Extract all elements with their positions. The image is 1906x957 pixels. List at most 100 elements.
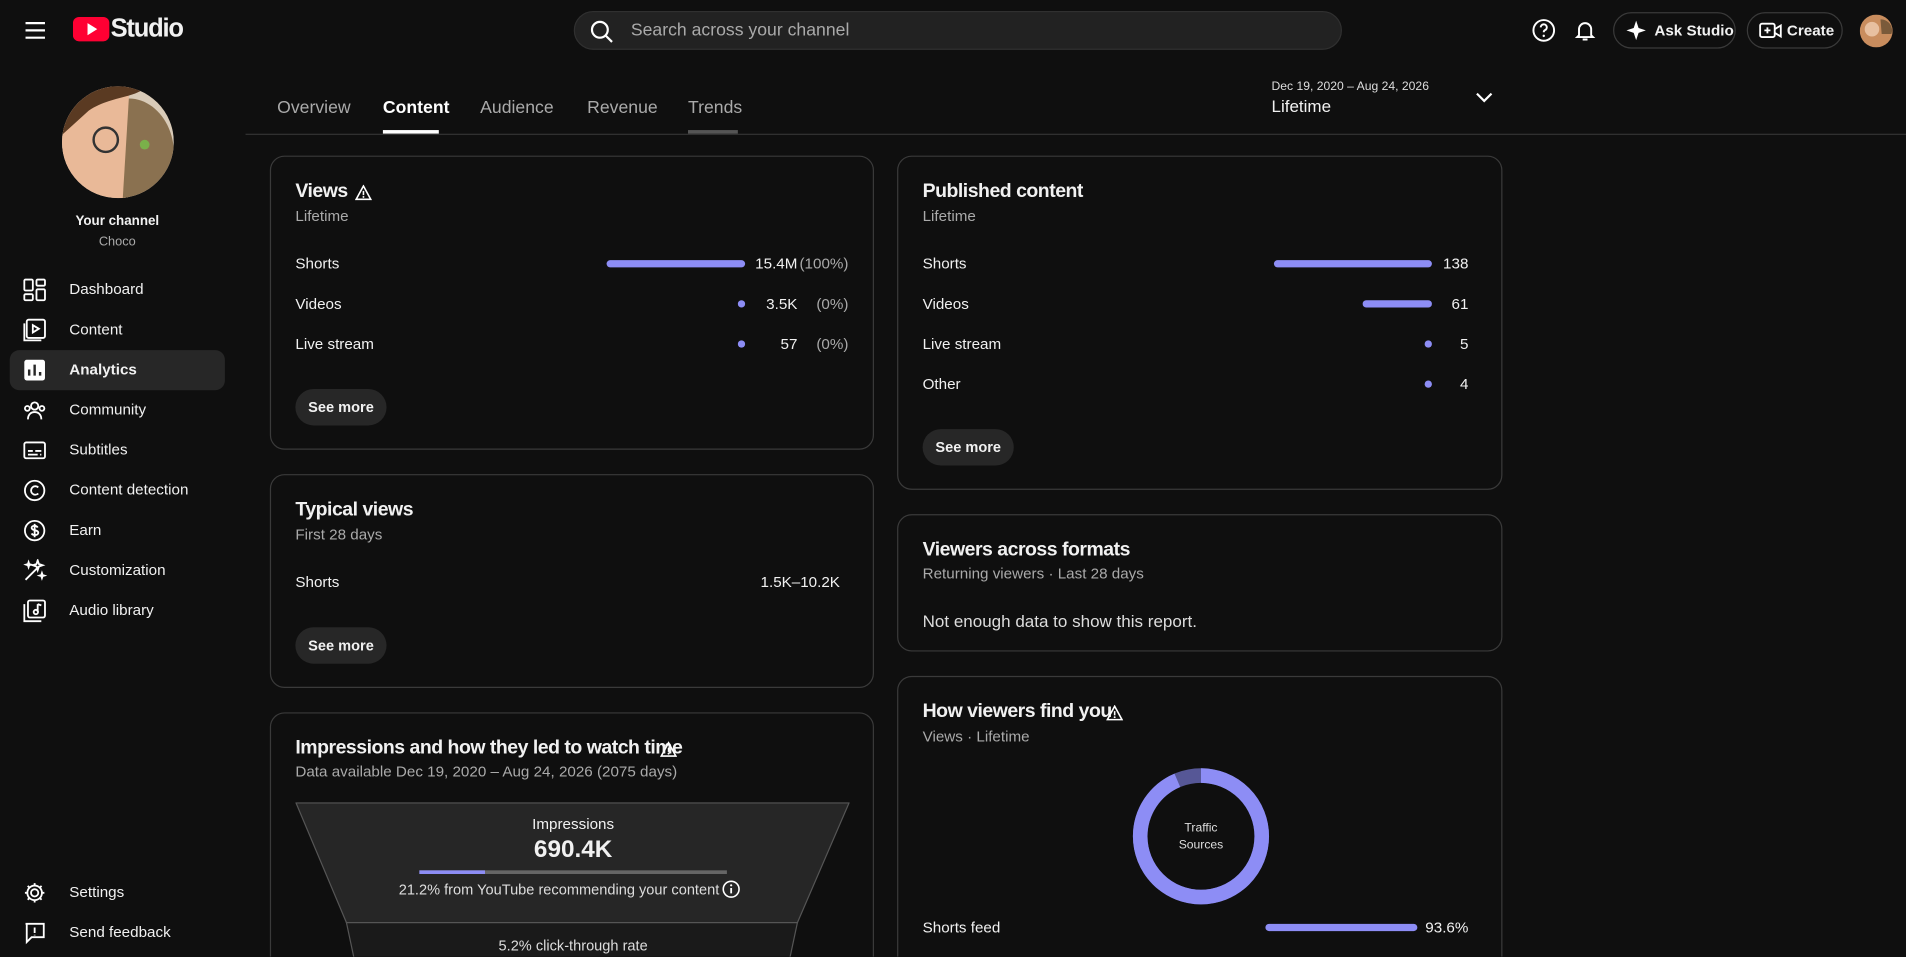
warning-icon[interactable] <box>660 741 678 757</box>
row-value: 138 <box>1443 255 1469 273</box>
see-more-button[interactable]: See more <box>295 627 387 664</box>
nav-item[interactable]: Analytics <box>9 349 225 390</box>
nav-label: Dashboard <box>69 280 144 298</box>
impressions-card: Impressions and how they led to watch ti… <box>269 712 874 957</box>
views-bar <box>737 300 746 308</box>
metric-label: Impressions <box>532 815 615 833</box>
nav-icon <box>24 359 45 380</box>
nav-label: Settings <box>69 883 125 901</box>
sparkle-icon <box>1626 20 1646 41</box>
nav-icon <box>24 400 46 419</box>
row-value: 57 <box>780 335 798 353</box>
recommended-bar <box>419 870 485 874</box>
nav-icon <box>25 922 45 944</box>
bar-area <box>1273 260 1432 268</box>
nav-item[interactable]: Content detection <box>10 470 225 510</box>
date-dropdown-icon[interactable] <box>1476 91 1493 103</box>
ask-studio-button[interactable]: Ask Studio <box>1613 12 1736 49</box>
nav-icon <box>24 882 45 902</box>
nav-item[interactable]: Subtitles <box>10 430 225 470</box>
views-row: Shorts 15.4M (100%) <box>295 244 872 284</box>
nav-label: Customization <box>69 560 166 578</box>
published-bar <box>1424 340 1432 348</box>
nav-item[interactable]: Dashboard <box>10 269 225 309</box>
card-subtitle: Returning viewers · Last 28 days <box>922 565 1144 583</box>
warning-icon[interactable] <box>1106 705 1124 721</box>
logo-text[interactable]: Studio <box>110 14 184 43</box>
nav-item[interactable]: Audio library <box>10 590 225 630</box>
published-bar <box>1273 260 1432 268</box>
nav-label: Subtitles <box>69 440 128 458</box>
row-share: (100%) <box>799 255 849 273</box>
bar-area <box>607 340 746 348</box>
nav-item[interactable]: Send feedback <box>10 912 225 952</box>
menu-icon[interactable] <box>24 19 46 41</box>
channel-avatar[interactable] <box>61 86 174 199</box>
typical-views-card: Typical views First 28 days Shorts 1.5K–… <box>269 474 874 689</box>
published-row: Live stream 5 <box>923 325 1502 365</box>
search-box[interactable]: Search across your channel <box>573 10 1342 50</box>
date-range[interactable]: Dec 19, 2020 – Aug 24, 2026 <box>1271 80 1429 94</box>
recommended-track <box>419 870 727 874</box>
funnel <box>295 802 850 957</box>
card-subtitle: Data available Dec 19, 2020 – Aug 24, 20… <box>295 763 678 781</box>
row-value: 4 <box>1459 375 1469 393</box>
help-icon[interactable] <box>1532 18 1556 42</box>
row-value: 5 <box>1459 335 1469 353</box>
tab[interactable]: Revenue <box>587 98 658 118</box>
published-bar <box>1362 300 1432 308</box>
nav-label: Community <box>69 400 147 418</box>
card-title: Viewers across formats <box>922 539 1131 561</box>
row-label: Videos <box>922 295 969 313</box>
published-row: Shorts 138 <box>923 244 1502 284</box>
row-label: Live stream <box>295 335 374 353</box>
notifications-icon[interactable] <box>1573 18 1597 42</box>
bar-area <box>607 300 746 308</box>
published-card: Published content Lifetime See more Shor… <box>897 155 1503 490</box>
traffic-row: Shorts feed 93.6% <box>923 908 1502 948</box>
nav-item[interactable]: Customization <box>10 550 225 590</box>
channel-label: Your channel <box>75 213 160 229</box>
nav-item[interactable]: Settings <box>10 872 225 912</box>
row-value: 3.5K <box>766 295 798 313</box>
views-row: Videos 3.5K (0%) <box>295 284 872 324</box>
info-icon[interactable] <box>722 880 740 898</box>
nav-label: Audio library <box>69 601 154 619</box>
logo-icon[interactable] <box>72 16 110 43</box>
nav-item[interactable]: Earn <box>10 510 225 550</box>
channel-name: Choco <box>98 234 136 250</box>
nav-icon <box>23 558 48 581</box>
nav-icon <box>23 318 46 341</box>
tab[interactable]: Overview <box>277 98 351 118</box>
published-bar <box>1424 380 1432 388</box>
row-value: 93.6% <box>1425 918 1469 936</box>
create-button[interactable]: Create <box>1746 12 1843 49</box>
card-title: How viewers find you <box>922 701 1113 723</box>
nav-item[interactable]: Community <box>10 390 225 430</box>
viewers-formats-card: Viewers across formats Returning viewers… <box>897 514 1503 652</box>
bar-area <box>1274 340 1432 348</box>
nav-label: Send feedback <box>69 923 171 941</box>
row-label: Shorts <box>922 255 967 273</box>
account-avatar[interactable] <box>1859 14 1893 48</box>
row-value: 61 <box>1451 295 1469 313</box>
date-period[interactable]: Lifetime <box>1271 96 1332 116</box>
empty-message: Not enough data to show this report. <box>922 611 1197 631</box>
nav-item[interactable]: Content <box>10 309 225 349</box>
see-more-button[interactable]: See more <box>295 388 387 426</box>
traffic-donut: Traffic Sources <box>1132 768 1270 905</box>
nav-label: Earn <box>69 520 102 538</box>
active-tab-indicator <box>382 130 439 134</box>
tab[interactable]: Audience <box>480 98 554 118</box>
row-value: 15.4M <box>755 255 798 273</box>
tab[interactable]: Trends <box>688 98 743 118</box>
donut-center-label: Traffic <box>1184 820 1217 834</box>
row-label: Shorts <box>295 573 340 591</box>
row-share: (0%) <box>816 335 849 353</box>
see-more-button[interactable]: See more <box>922 429 1014 466</box>
row-label: Shorts feed <box>922 918 1001 936</box>
donut-center-label: Sources <box>1179 837 1224 851</box>
tab[interactable]: Content <box>382 98 450 118</box>
warning-icon[interactable] <box>354 184 372 201</box>
